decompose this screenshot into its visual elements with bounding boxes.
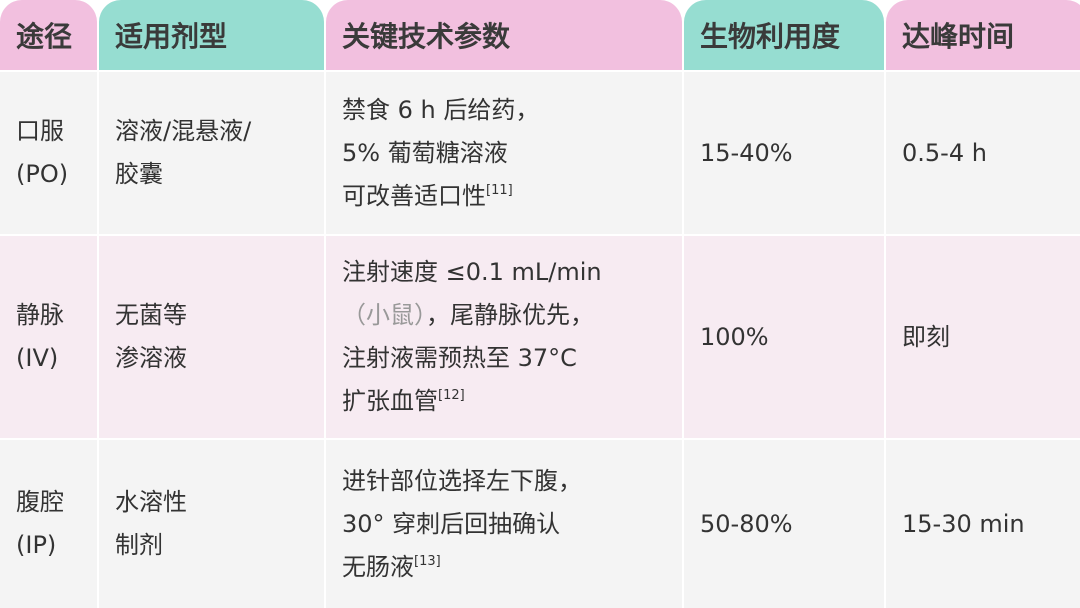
cell-form: 水溶性 制剂	[99, 440, 324, 608]
cell-tmax: 即刻	[886, 236, 1080, 438]
cell-route: 静脉 (IV)	[0, 236, 97, 438]
cell-bioavailability: 15-40%	[684, 72, 884, 234]
cell-params: 禁食 6 h 后给药， 5% 葡萄糖溶液 可改善适口性[11]	[326, 72, 682, 234]
cell-tmax: 0.5-4 h	[886, 72, 1080, 234]
citation: [11]	[486, 182, 513, 198]
cell-tmax: 15-30 min	[886, 440, 1080, 608]
cell-route: 腹腔 (IP)	[0, 440, 97, 608]
citation: [12]	[438, 388, 465, 403]
cell-bioavailability: 100%	[684, 236, 884, 438]
cell-form: 溶液/混悬液/ 胶囊	[99, 72, 324, 234]
header-route: 途径	[0, 0, 97, 70]
header-bioavailability: 生物利用度	[684, 0, 884, 70]
cell-params: 进针部位选择左下腹， 30° 穿刺后回抽确认 无肠液[13]	[326, 440, 682, 608]
cell-bioavailability: 50-80%	[684, 440, 884, 608]
cell-form: 无菌等 渗溶液	[99, 236, 324, 438]
header-dosage-form: 适用剂型	[99, 0, 324, 70]
header-tmax: 达峰时间	[886, 0, 1080, 70]
cell-route: 口服 (PO)	[0, 72, 97, 234]
header-key-params: 关键技术参数	[326, 0, 682, 70]
citation: [13]	[414, 553, 441, 569]
cell-params: 注射速度 ≤0.1 mL/min （小鼠），尾静脉优先， 注射液需预热至 37°…	[326, 236, 682, 438]
